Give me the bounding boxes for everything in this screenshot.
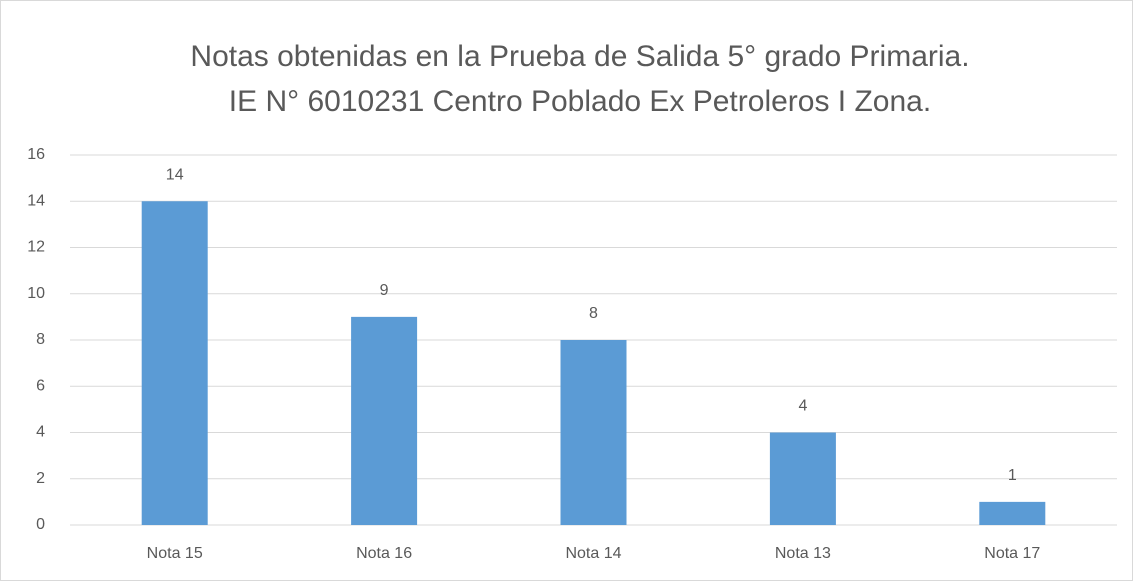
bar [351, 316, 418, 525]
data-label: 8 [589, 305, 598, 322]
x-tick-label: Nota 16 [356, 545, 412, 562]
y-tick-label: 0 [36, 516, 45, 533]
y-tick-label: 2 [36, 470, 45, 487]
y-tick-label: 6 [36, 377, 45, 394]
y-tick-label: 8 [36, 331, 45, 348]
data-label: 1 [1008, 467, 1017, 484]
bar [560, 340, 627, 525]
x-tick-label: Nota 13 [775, 545, 831, 562]
chart-title: IE N° 6010231 Centro Poblado Ex Petroler… [229, 85, 931, 118]
x-tick-label: Nota 14 [565, 545, 621, 562]
x-tick-label: Nota 15 [147, 545, 203, 562]
bar [769, 432, 836, 525]
x-tick-label: Nota 17 [984, 545, 1040, 562]
y-tick-label: 16 [27, 146, 45, 163]
data-label: 9 [380, 282, 389, 299]
bar [979, 501, 1046, 525]
y-tick-label: 10 [27, 285, 45, 302]
data-label: 14 [166, 166, 184, 183]
y-tick-label: 12 [27, 239, 45, 256]
bar [141, 201, 208, 525]
y-tick-label: 14 [27, 192, 45, 209]
data-label: 4 [798, 398, 807, 415]
y-tick-label: 4 [36, 424, 45, 441]
chart-title: Notas obtenidas en la Prueba de Salida 5… [190, 40, 969, 73]
